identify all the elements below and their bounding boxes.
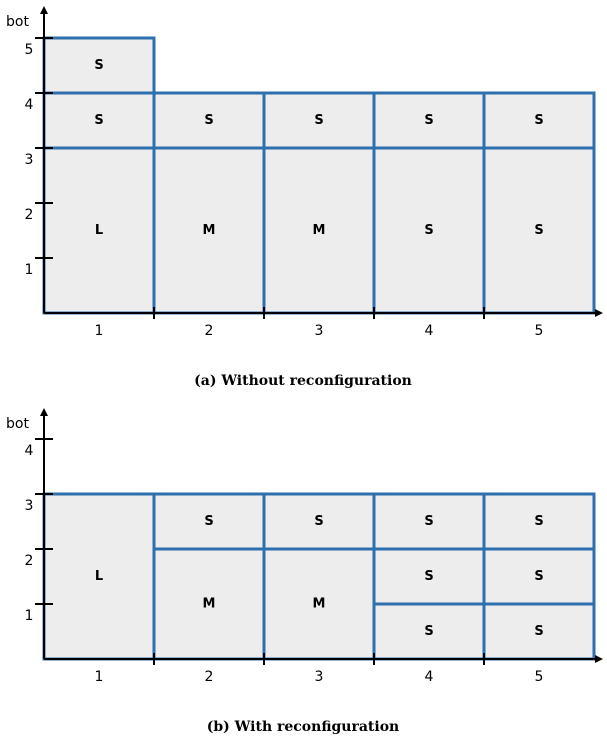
block-m-col3	[262, 547, 376, 661]
y-axis-label: bot	[6, 14, 29, 30]
x-tick-label: 1	[95, 669, 104, 685]
block-label: M	[313, 597, 326, 612]
block-label: S	[204, 514, 213, 529]
block-label: S	[534, 624, 543, 639]
block-label: S	[424, 569, 433, 584]
diagram-caption: (b) With reconfiguration	[207, 719, 399, 735]
block-s-col5	[482, 492, 596, 551]
y-tick-label: 2	[25, 207, 34, 223]
block-label: S	[424, 223, 433, 238]
block-label: S	[424, 624, 433, 639]
block-s-col2	[152, 492, 266, 551]
block-l-col1	[42, 492, 156, 661]
y-tick-label: 3	[25, 498, 34, 514]
x-tick-label: 1	[95, 323, 104, 339]
block-s-col3	[262, 492, 376, 551]
block-s-col1	[42, 36, 156, 95]
block-label: S	[534, 223, 543, 238]
block-label: S	[314, 514, 323, 529]
block-label: S	[534, 514, 543, 529]
block-label: L	[95, 569, 103, 584]
y-tick-label: 1	[25, 608, 34, 624]
y-tick-label: 4	[25, 443, 34, 459]
block-s-col2	[152, 91, 266, 150]
block-label: M	[203, 223, 216, 238]
block-s-col1	[42, 91, 156, 150]
block-label: S	[534, 569, 543, 584]
block-s-col4	[372, 146, 486, 315]
block-l-col1	[42, 146, 156, 315]
y-tick-label: 3	[25, 152, 34, 168]
block-s-col5	[482, 91, 596, 150]
x-tick-label: 5	[535, 323, 544, 339]
block-label: L	[95, 223, 103, 238]
block-s-col4	[372, 91, 486, 150]
block-label: S	[204, 113, 213, 128]
block-s-col5	[482, 146, 596, 315]
block-label: S	[534, 113, 543, 128]
y-tick-label: 5	[25, 42, 34, 58]
block-s-col4	[372, 492, 486, 551]
block-label: S	[424, 514, 433, 529]
block-label: S	[424, 113, 433, 128]
x-tick-label: 4	[425, 323, 434, 339]
x-axis-arrow-icon	[595, 655, 603, 663]
x-tick-label: 3	[315, 323, 324, 339]
y-tick-label: 4	[25, 97, 34, 113]
block-label: M	[203, 597, 216, 612]
x-tick-label: 3	[315, 669, 324, 685]
y-axis-arrow-icon	[40, 6, 48, 14]
block-label: S	[94, 58, 103, 73]
x-tick-label: 4	[425, 669, 434, 685]
y-tick-label: 1	[25, 262, 34, 278]
block-m-col3	[262, 146, 376, 315]
x-axis-arrow-icon	[595, 309, 603, 317]
diagram-caption: (a) Without reconfiguration	[194, 373, 412, 389]
x-tick-label: 2	[205, 669, 214, 685]
x-tick-label: 5	[535, 669, 544, 685]
block-label: S	[94, 113, 103, 128]
y-axis-label: bot	[6, 416, 29, 432]
x-tick-label: 2	[205, 323, 214, 339]
y-tick-label: 2	[25, 553, 34, 569]
block-label: M	[313, 223, 326, 238]
y-axis-arrow-icon	[40, 408, 48, 416]
block-label: S	[314, 113, 323, 128]
block-s-col3	[262, 91, 376, 150]
block-m-col2	[152, 547, 266, 661]
